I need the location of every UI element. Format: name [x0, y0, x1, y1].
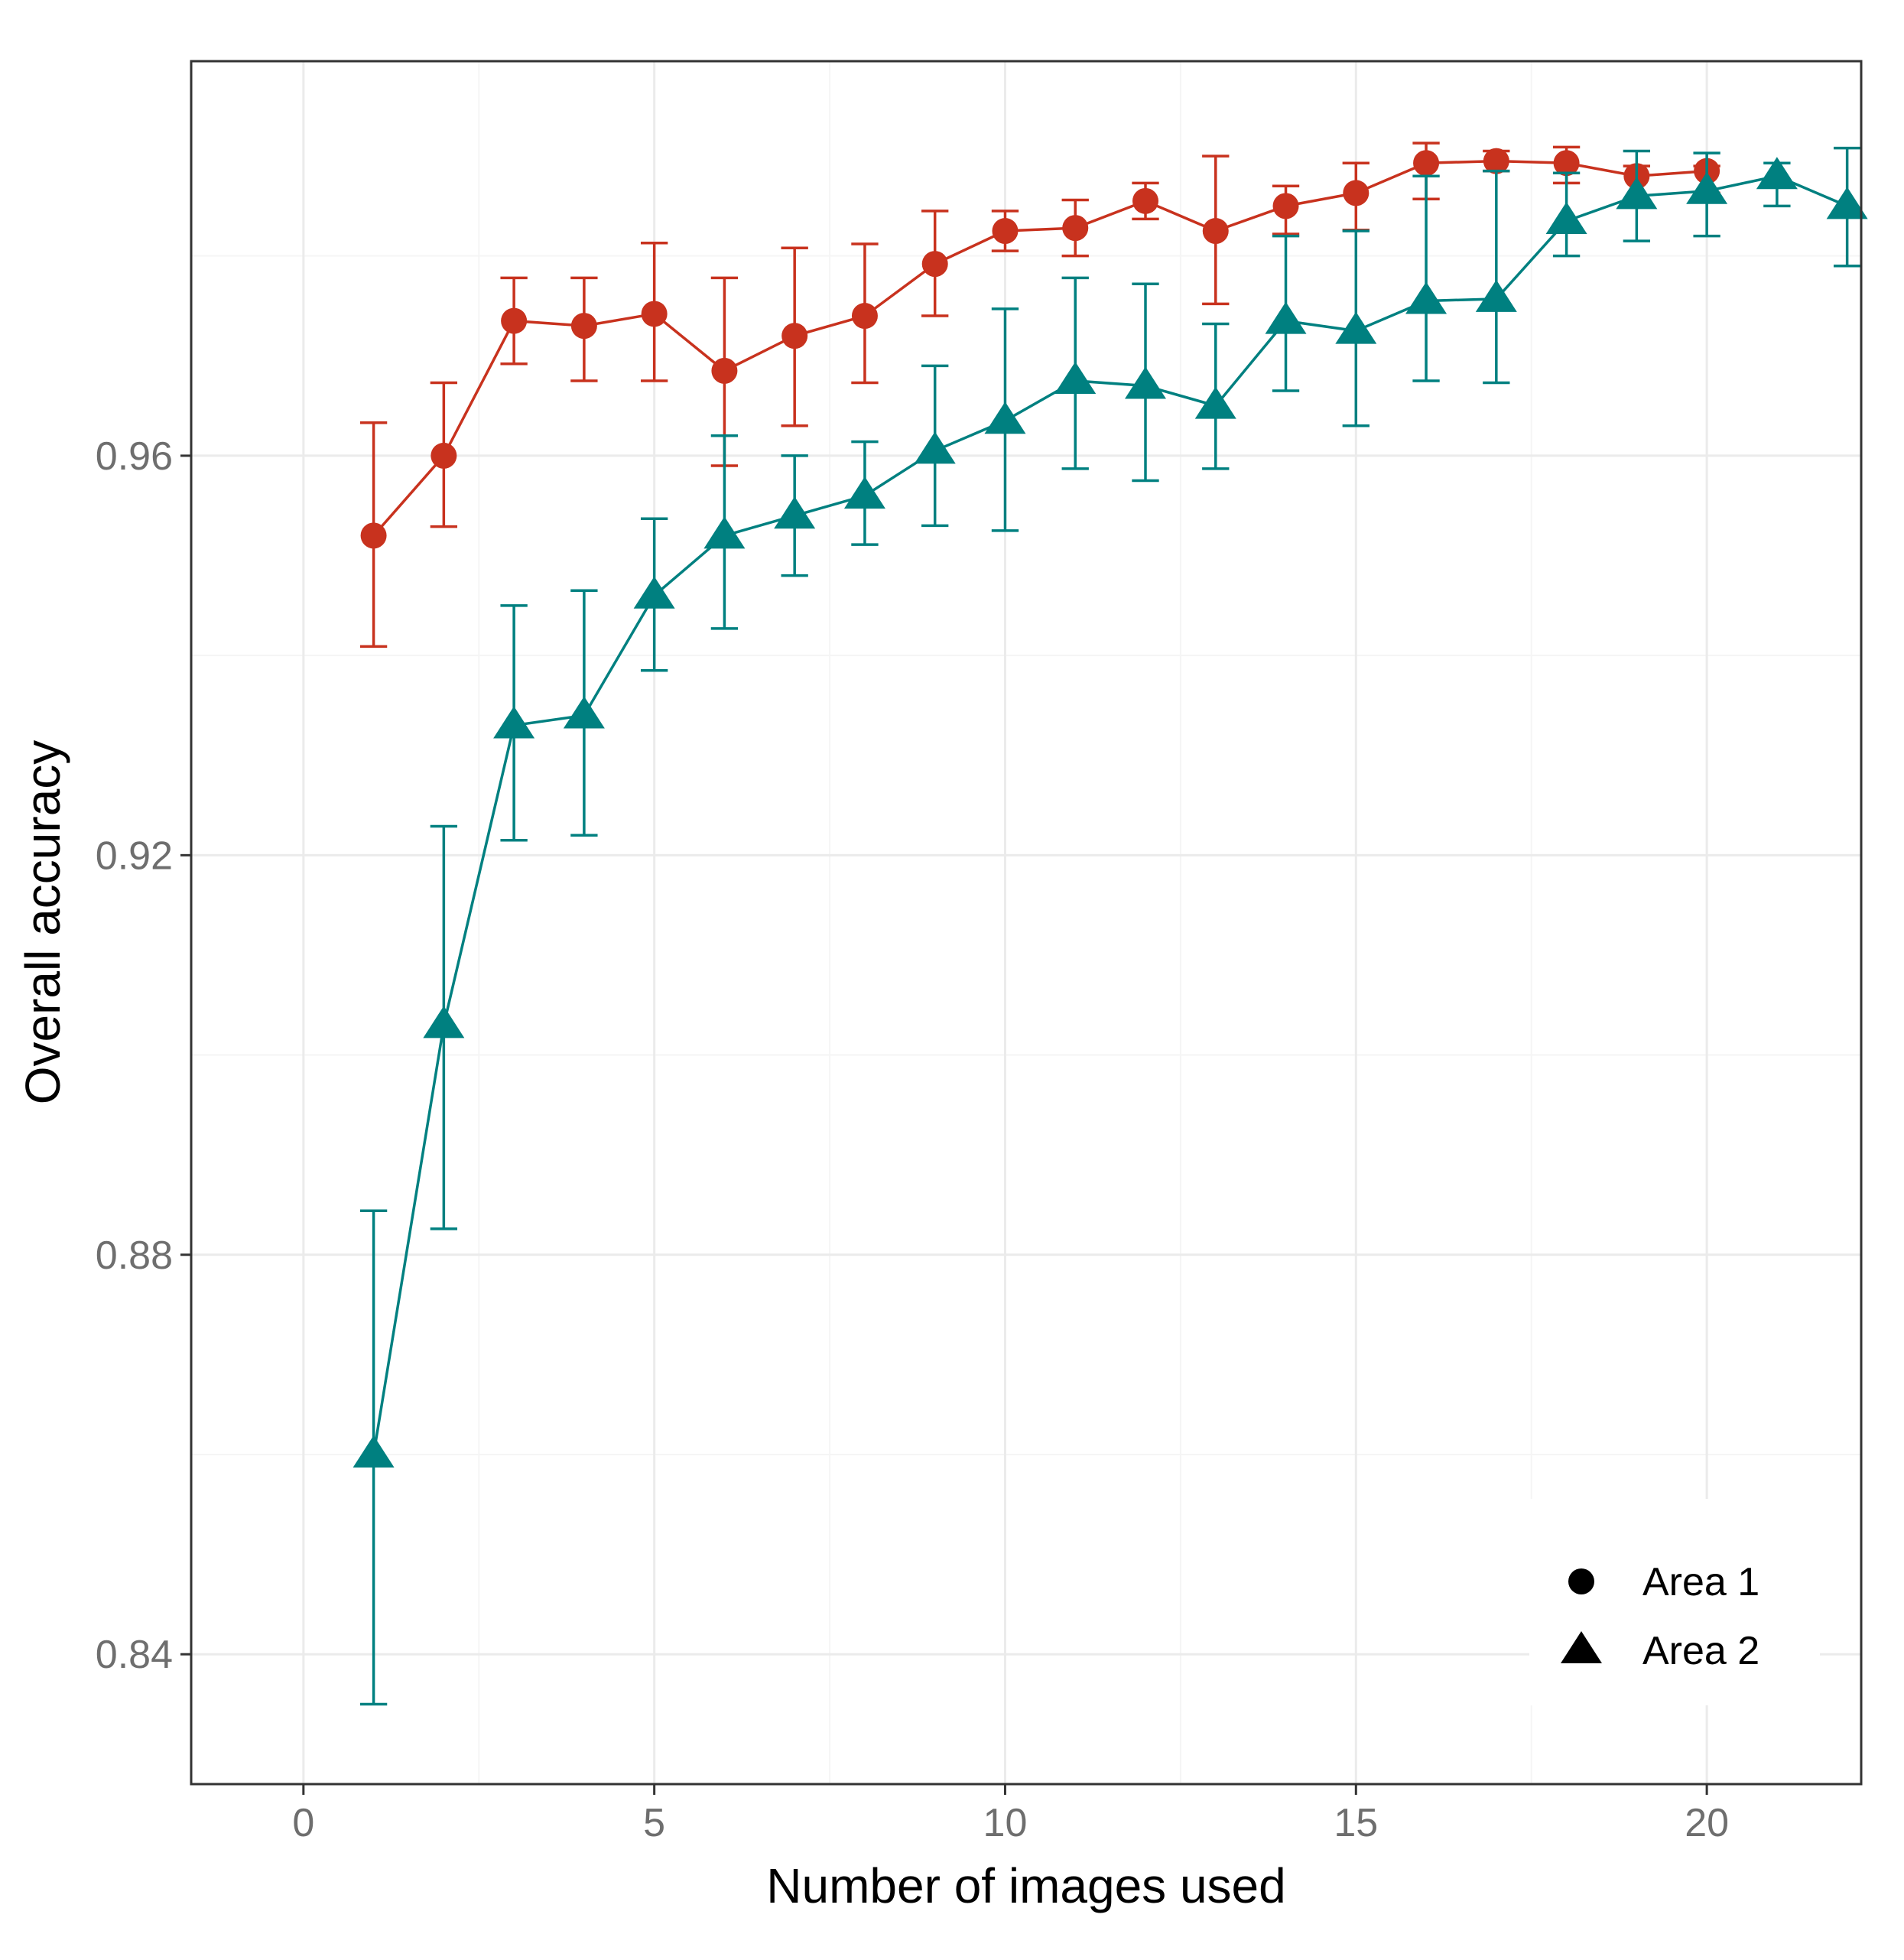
y-tick-label: 0.88 — [96, 1234, 173, 1278]
data-point — [774, 496, 816, 529]
data-point — [1483, 148, 1509, 174]
data-point — [1343, 180, 1370, 206]
legend-key-1 — [1568, 1568, 1594, 1594]
data-point — [851, 303, 878, 330]
data-point — [633, 576, 675, 609]
data-point — [1413, 150, 1440, 177]
minor-gridlines — [191, 61, 1861, 1784]
data-point — [703, 516, 746, 549]
data-point — [360, 522, 387, 549]
data-point — [1616, 177, 1658, 210]
data-point — [1202, 218, 1229, 245]
data-point — [984, 401, 1026, 434]
data-point — [563, 696, 605, 729]
plot-panel-border — [190, 60, 1863, 1786]
data-point — [1194, 386, 1236, 419]
legend-key-2 — [1561, 1631, 1602, 1663]
data-point — [1272, 193, 1299, 219]
data-point — [711, 357, 738, 384]
y-axis: 0.84 0.88 0.92 0.96 — [96, 434, 191, 1677]
x-tick-label: 10 — [983, 1801, 1028, 1845]
data-point — [914, 431, 956, 464]
data-point — [1132, 187, 1158, 214]
data-point — [431, 442, 457, 469]
data-point — [1062, 215, 1089, 242]
data-point — [1405, 281, 1447, 314]
x-axis-title: Number of images used — [766, 1858, 1285, 1913]
series-2 — [353, 146, 1868, 1706]
major-gridlines — [191, 61, 1861, 1784]
data-point — [423, 1006, 465, 1039]
data-point — [1054, 361, 1097, 394]
x-axis: 0 5 10 15 20 — [292, 1784, 1729, 1845]
data-point — [641, 301, 668, 327]
data-point — [921, 251, 948, 278]
data-point — [1265, 301, 1307, 334]
data-point — [1125, 366, 1166, 399]
data-point — [1756, 157, 1798, 190]
series-line — [372, 174, 1848, 1455]
series-layer — [353, 141, 1868, 1706]
data-point — [843, 476, 885, 509]
y-tick-label: 0.84 — [96, 1633, 173, 1677]
data-point — [1335, 311, 1377, 344]
data-point — [493, 706, 535, 739]
data-point — [1553, 150, 1580, 177]
plot-panel — [191, 61, 1861, 1784]
legend: Area 1 Area 2 — [1529, 1499, 1820, 1705]
data-point — [1475, 279, 1517, 312]
legend-label-1: Area 1 — [1642, 1560, 1759, 1604]
y-axis-title: Overall accuracy — [15, 740, 70, 1105]
data-point — [353, 1435, 395, 1468]
y-tick-label: 0.96 — [96, 434, 173, 479]
x-tick-label: 20 — [1685, 1801, 1729, 1845]
x-tick-label: 5 — [643, 1801, 665, 1845]
legend-label-2: Area 2 — [1642, 1629, 1759, 1673]
x-tick-label: 0 — [292, 1801, 314, 1845]
y-tick-label: 0.92 — [96, 834, 173, 878]
data-point — [501, 307, 528, 334]
data-point — [1686, 171, 1728, 204]
data-point — [781, 323, 808, 349]
data-point — [992, 218, 1019, 245]
x-tick-label: 15 — [1334, 1801, 1378, 1845]
data-point — [1826, 187, 1868, 219]
data-point — [570, 313, 597, 340]
legend-background — [1529, 1499, 1820, 1705]
data-point — [1545, 201, 1587, 234]
